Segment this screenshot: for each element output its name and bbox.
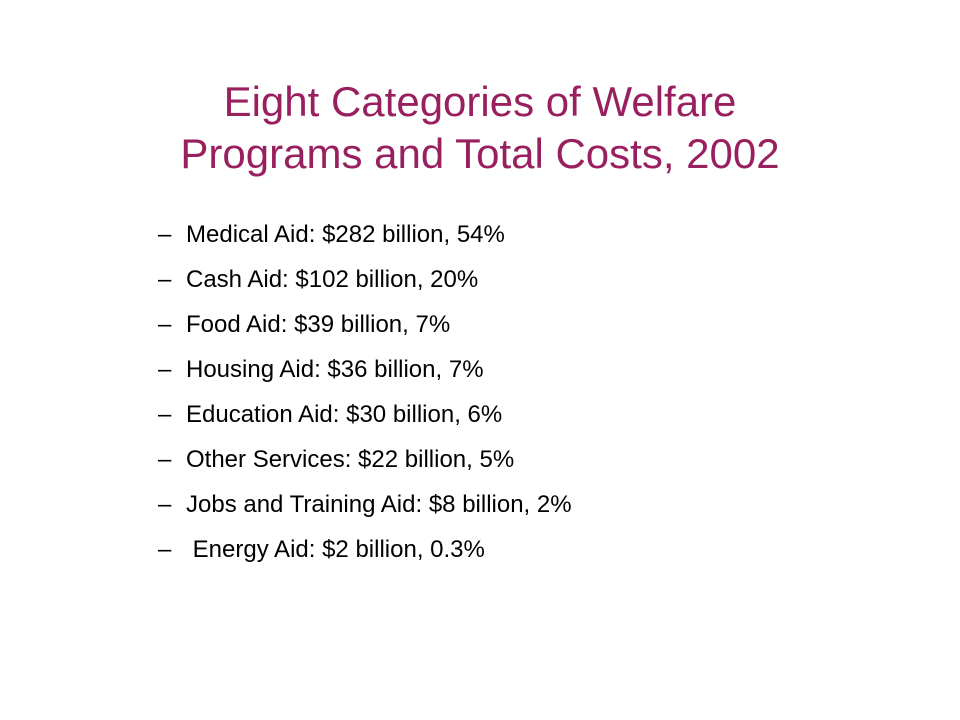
bullet-dash: –: [158, 221, 172, 248]
bullet-item-housing-aid: – Housing Aid: $36 billion, 7%: [158, 347, 572, 392]
bullet-item-jobs-training-aid: – Jobs and Training Aid: $8 billion, 2%: [158, 482, 572, 527]
bullet-dash: –: [158, 536, 172, 563]
bullet-item-energy-aid: – Energy Aid: $2 billion, 0.3%: [158, 527, 572, 572]
slide-title-line-2: Programs and Total Costs, 2002: [180, 130, 780, 177]
bullet-list: – Medical Aid: $282 billion, 54% – Cash …: [158, 212, 572, 572]
bullet-text: Other Services: $22 billion, 5%: [186, 446, 515, 473]
bullet-dash: –: [158, 266, 172, 293]
bullet-text: Jobs and Training Aid: $8 billion, 2%: [186, 491, 572, 518]
bullet-text: Medical Aid: $282 billion, 54%: [186, 221, 505, 248]
bullet-dash: –: [158, 446, 172, 473]
bullet-dash: –: [158, 491, 172, 518]
bullet-text: Housing Aid: $36 billion, 7%: [186, 356, 484, 383]
slide-title-line-1: Eight Categories of Welfare: [223, 78, 737, 125]
bullet-item-education-aid: – Education Aid: $30 billion, 6%: [158, 392, 572, 437]
bullet-text: Food Aid: $39 billion, 7%: [186, 311, 451, 338]
bullet-item-medical-aid: – Medical Aid: $282 billion, 54%: [158, 212, 572, 257]
bullet-dash: –: [158, 311, 172, 338]
bullet-dash: –: [158, 356, 172, 383]
slide-title: Eight Categories of Welfare Programs and…: [80, 76, 880, 180]
bullet-item-other-services: – Other Services: $22 billion, 5%: [158, 437, 572, 482]
bullet-text: Cash Aid: $102 billion, 20%: [186, 266, 479, 293]
bullet-text: Education Aid: $30 billion, 6%: [186, 401, 503, 428]
bullet-item-cash-aid: – Cash Aid: $102 billion, 20%: [158, 257, 572, 302]
bullet-dash: –: [158, 401, 172, 428]
bullet-item-food-aid: – Food Aid: $39 billion, 7%: [158, 302, 572, 347]
bullet-text: Energy Aid: $2 billion, 0.3%: [186, 536, 485, 563]
